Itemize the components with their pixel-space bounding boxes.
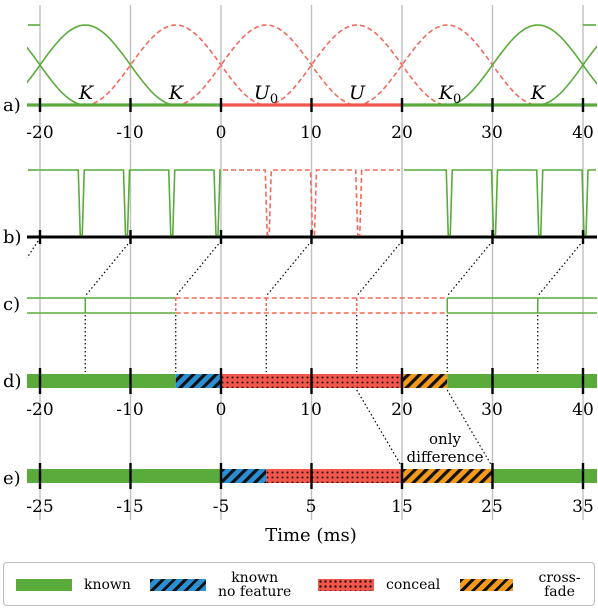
tick-label-d: 30 [481,400,503,420]
window-curve [537,43,598,106]
tick-label-d: 0 [216,400,227,420]
connector-b-c [356,240,403,297]
segment-no-feature [221,469,267,483]
connector-b-c [265,240,312,297]
window-curve [447,24,598,106]
tick-label-d: -20 [26,400,53,420]
window-curve [175,24,357,106]
tick-label-d: -10 [116,400,143,420]
tick-label-a: 0 [216,123,227,143]
tick-label-d: 20 [391,400,413,420]
connector-d-e [356,389,403,468]
row-c-features [27,297,597,314]
tick-label-e: 35 [572,497,594,517]
tick-label-a: 20 [391,123,413,143]
dotted-connectors [26,240,584,468]
segment-label: K [78,82,95,104]
connector-b-c [537,240,584,297]
row-label-a: a) [3,95,21,116]
legend-swatch-known-no-feature [150,579,206,591]
row-d-timeline [27,368,597,394]
mask [0,15,27,105]
annotation-line-1: only [429,430,461,448]
row-label-e: e) [3,468,21,489]
legend-label-conceal: conceal [386,577,441,593]
segment-label: U0 [254,82,278,107]
x-axis-label: Time (ms) [265,525,357,546]
tick-label-e: 25 [481,497,503,517]
segment-label: K [168,82,185,104]
window-curve [85,24,267,106]
tick-label-a: 30 [481,123,503,143]
tick-label-d: 10 [300,400,322,420]
tick-label-e: -25 [26,497,53,517]
legend-label-cross-fade: cross-fade [538,570,581,600]
frame-pulses [223,169,400,236]
legend-item-known-no-feature: known no feature [150,563,291,607]
row-label-c: c) [3,294,20,315]
segment-known [27,374,176,388]
connector-b-c [26,240,39,259]
window-curve [0,24,86,106]
connector-b-c [84,240,131,297]
connector-b-c [446,240,493,297]
segment-known [447,374,597,388]
tick-label-a: 10 [300,123,322,143]
tick-label-e: -5 [213,497,230,517]
grid-lines [39,5,584,520]
legend-swatch-cross-fade [460,579,514,591]
frame-pulses [36,169,221,236]
segment-cross-fade [402,374,448,388]
legend-swatch-known [16,579,72,591]
segment-known [27,469,221,483]
row-label-b: b) [3,227,22,248]
tick-label-d: 40 [572,400,594,420]
connector-b-c [175,240,222,297]
legend-item-conceal: conceal [318,563,440,607]
row-a-windows [0,15,598,112]
segment-no-feature [175,374,221,388]
frame-pulses [404,169,596,236]
annotation-line-2: difference [407,448,484,466]
segment-label: K0 [438,82,461,107]
window-curve [266,24,448,106]
legend-label-known: known [84,577,131,593]
segment-known [492,469,597,483]
segment-label: K [530,82,547,104]
tick-label-e: 5 [306,497,317,517]
window-curve [356,24,538,106]
segment-cross-fade [402,469,493,483]
legend-swatch-conceal [318,579,374,591]
legend-item-known: known [16,563,131,607]
tick-label-e: -15 [116,497,143,517]
legend-label-known-no-feature: known no feature [218,570,292,600]
row-e-timeline [27,463,597,489]
legend-item-cross-fade: cross-fade [460,563,594,607]
tick-label-a: 40 [572,123,594,143]
segment-conceal [266,469,402,483]
segment-label: U [349,82,366,104]
tick-label-e: 15 [391,497,413,517]
tick-label-a: -20 [26,123,53,143]
legend: known known no feature conceal cross-fad… [3,562,595,606]
tick-label-a: -10 [116,123,143,143]
row-label-d: d) [3,371,22,392]
connector-d-e [446,389,494,468]
